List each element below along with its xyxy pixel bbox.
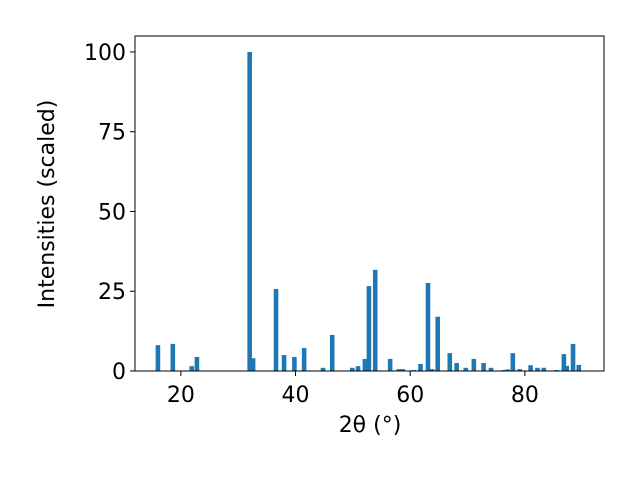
y-tick-label: 50 <box>98 200 126 225</box>
bar <box>418 363 423 371</box>
y-tick-label: 25 <box>98 280 126 305</box>
y-axis-label: Intensities (scaled) <box>35 100 60 309</box>
bar <box>463 367 469 371</box>
x-tick-label: 80 <box>511 383 539 408</box>
bar <box>535 367 540 371</box>
bar <box>194 356 200 371</box>
bar <box>189 366 195 371</box>
bar <box>301 348 307 371</box>
bar <box>362 358 368 371</box>
bar <box>541 367 547 371</box>
x-tick-label: 60 <box>396 383 424 408</box>
bar <box>454 363 459 371</box>
bar <box>471 358 477 371</box>
bar <box>435 316 441 371</box>
bar <box>355 366 361 371</box>
plot-frame <box>134 35 605 372</box>
y-tick-label: 75 <box>98 121 126 146</box>
bar <box>447 353 453 371</box>
bar <box>400 369 406 371</box>
bar <box>250 358 256 371</box>
bar <box>396 369 402 371</box>
x-axis-label: 2θ (°) <box>339 413 402 438</box>
bar <box>247 51 252 371</box>
bar <box>387 358 393 371</box>
bar <box>576 364 582 371</box>
bar <box>292 356 297 371</box>
bar <box>564 365 570 371</box>
bar <box>372 269 378 371</box>
x-tick-label: 20 <box>167 383 195 408</box>
bar <box>517 369 523 371</box>
bar <box>155 345 161 371</box>
bar <box>320 367 326 371</box>
bar <box>510 353 516 371</box>
x-tick-label: 40 <box>282 383 310 408</box>
bar <box>366 286 372 371</box>
bar <box>273 289 279 371</box>
bar <box>505 369 510 371</box>
bar <box>170 343 176 371</box>
bar <box>570 343 576 371</box>
y-tick-label: 0 <box>112 360 126 385</box>
bar <box>350 367 355 371</box>
bar <box>281 355 287 371</box>
bar <box>561 354 567 371</box>
bar <box>488 367 494 371</box>
bar <box>528 365 533 371</box>
bar <box>329 334 335 371</box>
bar <box>429 369 435 371</box>
bar <box>481 363 486 371</box>
y-tick-label: 100 <box>84 41 126 66</box>
bar <box>425 282 431 371</box>
